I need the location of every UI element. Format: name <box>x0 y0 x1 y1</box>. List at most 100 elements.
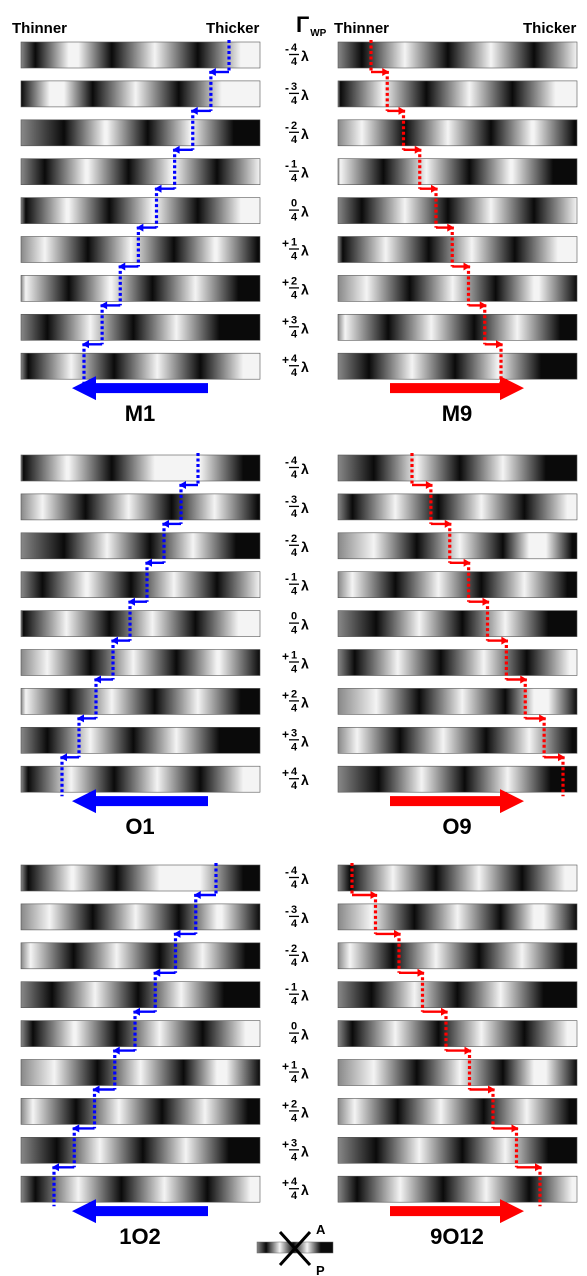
fraction-label-0-2: -2 4 λ <box>285 120 309 146</box>
fraction-label-2-7-part: λ <box>301 1143 309 1159</box>
right-fringe-strip-0-4 <box>337 197 578 224</box>
fraction-label-0-8-part: + <box>282 353 289 367</box>
fraction-label-1-4-part: 0 <box>291 611 297 623</box>
left-group-label-1: O1 <box>125 814 154 839</box>
fraction-label-2-2: -2 4 λ <box>285 943 309 969</box>
fraction-label-1-1-part: 3 <box>291 494 297 506</box>
fraction-label-2-7-part: + <box>282 1137 289 1151</box>
fraction-label-2-5: +1 4 λ <box>282 1060 309 1086</box>
left-thinner-label: Thinner <box>12 20 67 37</box>
fraction-label-1-4-part: λ <box>301 617 309 633</box>
fraction-label-1-6-part: + <box>282 688 289 702</box>
right-group-label-0: M9 <box>442 401 473 426</box>
fraction-label-0-1-part: 4 <box>291 95 298 107</box>
fraction-label-2-8-part: λ <box>301 1182 309 1198</box>
fraction-label-2-3-part: λ <box>301 988 309 1004</box>
fraction-label-0-3-part: λ <box>301 165 309 181</box>
left-fringe-strip-0-6 <box>20 275 261 302</box>
right-fringe-strip-1-8 <box>337 765 578 793</box>
fraction-label-0-6: +2 4 λ <box>282 275 309 301</box>
gamma-symbol: Γ <box>296 12 310 37</box>
fraction-label-1-0-part: 4 <box>291 469 298 481</box>
fraction-label-2-0-part: - <box>285 865 289 879</box>
left-fringe-strip-2-1 <box>20 903 261 931</box>
left-fringe-strip-2-3 <box>20 981 261 1009</box>
fraction-label-0-5-part: 4 <box>291 251 298 263</box>
fraction-label-0-4-part: 0 <box>291 198 297 210</box>
left-fringe-strip-0-2 <box>20 119 261 147</box>
fraction-label-0-3-part: 4 <box>291 173 298 185</box>
fraction-label-2-5-part: 1 <box>291 1060 297 1072</box>
fraction-label-1-8-part: λ <box>301 772 309 788</box>
fraction-label-0-7-part: 3 <box>291 314 297 326</box>
right-fringe-strip-0-2 <box>337 119 578 147</box>
left-fringe-strip-1-1 <box>20 493 261 521</box>
fraction-label-2-1-part: 4 <box>291 918 298 930</box>
fraction-label-0-7-part: 4 <box>291 328 298 340</box>
right-fringe-strip-2-5 <box>337 1059 578 1086</box>
fraction-label-1-2-part: 4 <box>291 547 298 559</box>
fraction-label-0-0-part: - <box>285 42 289 56</box>
fraction-label-1-7-part: 3 <box>291 727 297 739</box>
right-fringe-strip-2-3 <box>337 981 578 1009</box>
fraction-label-0-3: -1 4 λ <box>285 159 309 185</box>
fraction-label-0-4: 0 4 λ <box>289 198 309 224</box>
fraction-label-0-7-part: λ <box>301 320 309 336</box>
fraction-label-1-5: +1 4 λ <box>282 650 309 676</box>
fraction-label-1-8-part: 4 <box>291 780 298 792</box>
right-thinner-label: Thinner <box>334 20 389 37</box>
right-fringe-strip-1-1 <box>337 493 578 521</box>
left-direction-arrow-1-head <box>72 789 96 814</box>
fraction-label-2-3-part: 1 <box>291 982 297 994</box>
fraction-label-1-5-part: 1 <box>291 650 297 662</box>
left-fringe-strip-2-2 <box>20 942 261 970</box>
right-thicker-label: Thicker <box>523 20 577 37</box>
fraction-label-0-6-part: 2 <box>291 275 297 287</box>
left-fringe-strip-1-8 <box>20 765 261 793</box>
right-fringe-strip-1-6 <box>337 688 578 715</box>
right-fringe-strip-0-7 <box>337 313 578 341</box>
fraction-label-0-0: -4 4 λ <box>285 42 309 68</box>
fraction-label-0-2-part: λ <box>301 126 309 142</box>
fraction-label-1-2-part: - <box>285 533 289 547</box>
fraction-label-2-6-part: λ <box>301 1104 309 1120</box>
right-direction-arrow-0-shaft <box>390 383 502 394</box>
left-fringe-strip-1-2 <box>20 532 261 560</box>
right-fringe-strip-1-7 <box>337 726 578 754</box>
fraction-label-2-6-part: + <box>282 1098 289 1112</box>
left-direction-arrow-0-shaft <box>94 383 208 394</box>
fraction-label-1-6-part: 2 <box>291 688 297 700</box>
fraction-label-1-3-part: 4 <box>291 586 298 598</box>
fraction-label-0-8-part: λ <box>301 359 309 375</box>
fraction-label-0-4-part: 4 <box>291 212 298 224</box>
fraction-label-0-7: +3 4 λ <box>282 314 309 340</box>
fraction-label-0-5-part: + <box>282 237 289 251</box>
fraction-label-0-0-part: λ <box>301 48 309 64</box>
fraction-label-1-0-part: 4 <box>291 455 298 467</box>
fraction-label-1-0-part: - <box>285 455 289 469</box>
fraction-label-1-7-part: + <box>282 727 289 741</box>
left-fringe-strip-2-6 <box>20 1098 261 1125</box>
fraction-label-0-8-part: 4 <box>291 367 298 379</box>
fraction-label-0-4-part: λ <box>301 204 309 220</box>
fraction-label-2-7-part: 4 <box>291 1151 298 1163</box>
right-fringe-strip-0-6 <box>337 275 578 302</box>
right-direction-arrow-0-head <box>500 376 524 401</box>
left-fringe-strip-2-8 <box>20 1175 261 1203</box>
left-thicker-label: Thicker <box>206 20 260 37</box>
right-fringe-strip-2-1 <box>337 903 578 931</box>
left-fringe-strip-1-7 <box>20 726 261 754</box>
fraction-label-0-8: +4 4 λ <box>282 353 309 379</box>
fraction-label-2-5-part: 4 <box>291 1074 298 1086</box>
left-fringe-strip-0-3 <box>20 158 261 185</box>
fraction-label-0-0-part: 4 <box>291 56 298 68</box>
fraction-label-2-7: +3 4 λ <box>282 1137 309 1163</box>
fraction-label-2-1-part: - <box>285 904 289 918</box>
fraction-label-2-2-part: λ <box>301 949 309 965</box>
fraction-label-1-6-part: λ <box>301 694 309 710</box>
right-fringe-strip-1-4 <box>337 610 578 637</box>
fraction-label-2-8-part: + <box>282 1176 289 1190</box>
fraction-label-1-1-part: 4 <box>291 508 298 520</box>
fraction-label-2-1-part: λ <box>301 910 309 926</box>
